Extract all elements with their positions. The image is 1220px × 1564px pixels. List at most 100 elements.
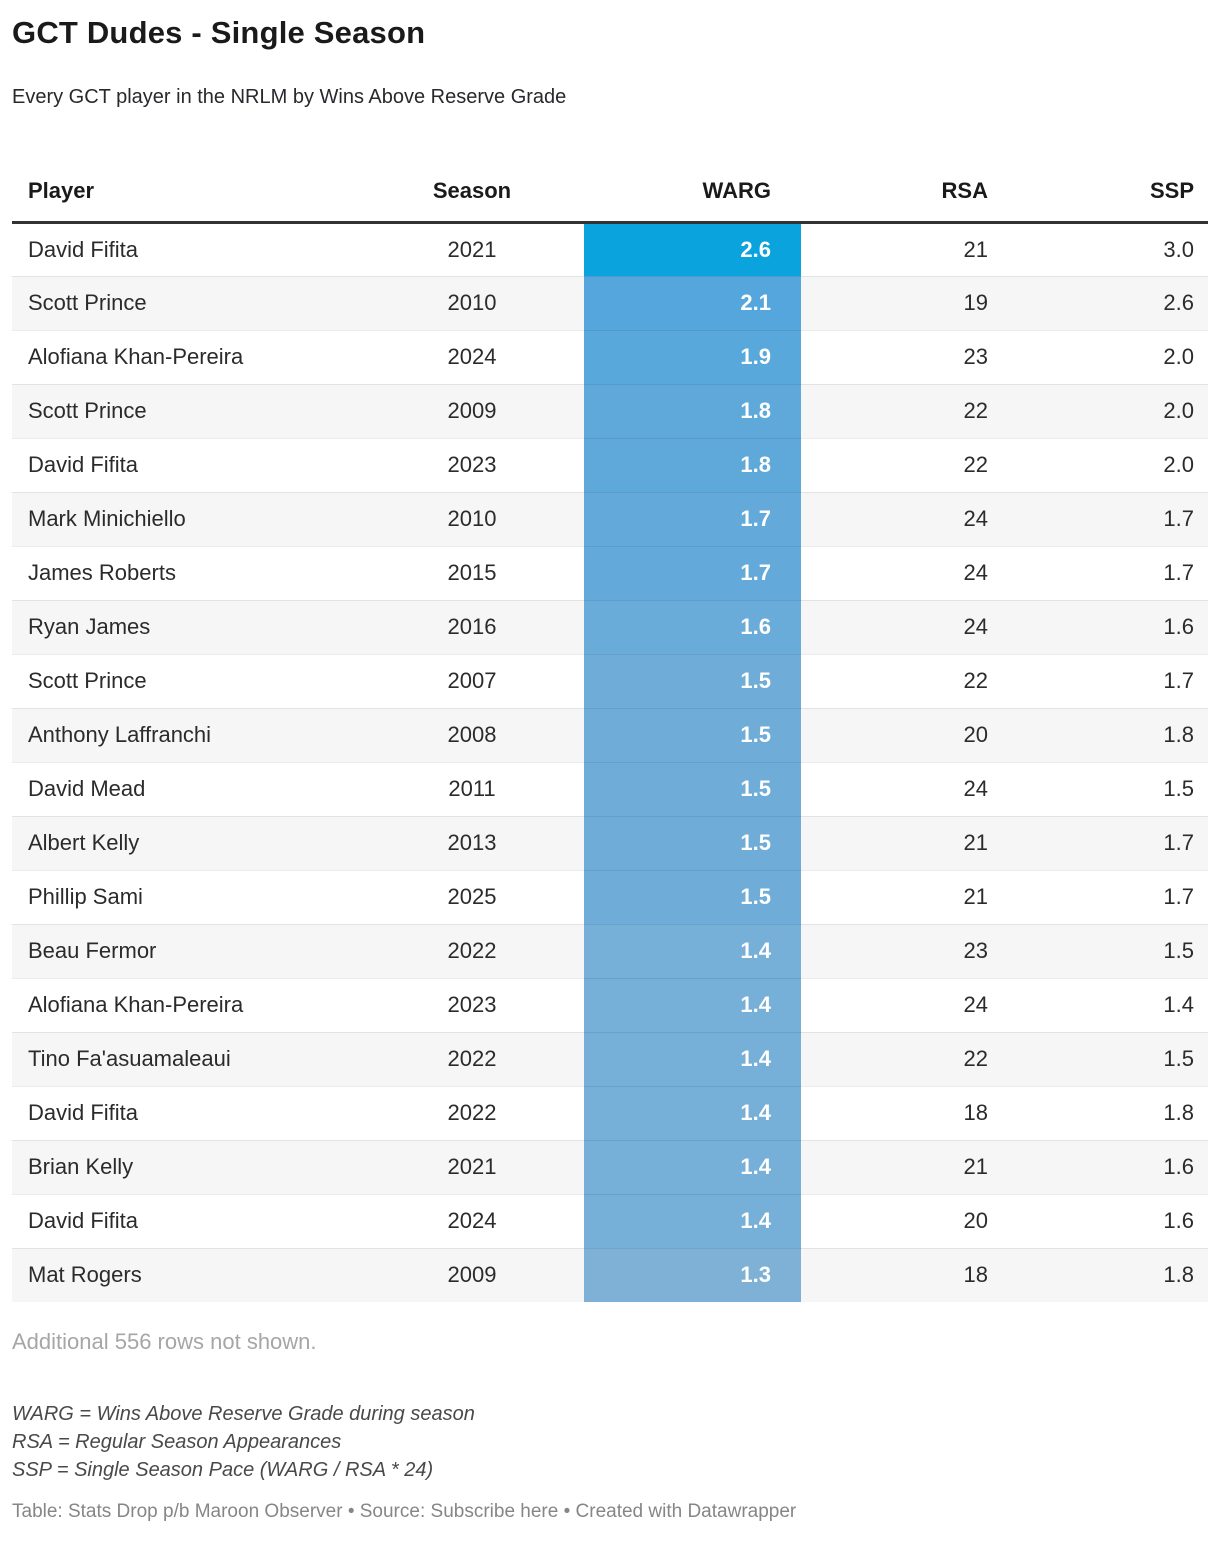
player-cell: Mark Minichiello — [12, 491, 360, 546]
rsa-cell: 22 — [801, 437, 1008, 492]
column-header-rsa[interactable]: RSA — [801, 159, 1008, 224]
rsa-cell: 19 — [801, 275, 1008, 330]
warg-cell: 1.3 — [584, 1247, 801, 1302]
season-cell: 2007 — [360, 653, 584, 708]
player-cell: David Fifita — [12, 1085, 360, 1140]
warg-cell: 1.4 — [584, 1139, 801, 1194]
warg-cell: 1.7 — [584, 491, 801, 546]
table-row: Brian Kelly 2021 1.4 21 1.6 — [12, 1139, 1208, 1194]
season-cell: 2016 — [360, 599, 584, 654]
season-cell: 2021 — [360, 1139, 584, 1194]
table-row: David Mead 2011 1.5 24 1.5 — [12, 761, 1208, 816]
player-cell: Tino Fa'asuamaleaui — [12, 1031, 360, 1086]
warg-cell: 1.8 — [584, 383, 801, 438]
table-row: David Fifita 2021 2.6 21 3.0 — [12, 221, 1208, 276]
warg-cell: 1.4 — [584, 1193, 801, 1248]
warg-cell: 2.6 — [584, 221, 801, 276]
rsa-cell: 21 — [801, 1139, 1008, 1194]
ssp-cell: 1.7 — [1008, 491, 1208, 546]
warg-cell: 2.1 — [584, 275, 801, 330]
season-cell: 2022 — [360, 1085, 584, 1140]
attribution: Table: Stats Drop p/b Maroon Observer • … — [12, 1500, 1208, 1524]
season-cell: 2024 — [360, 1193, 584, 1248]
table-row: Alofiana Khan-Pereira 2024 1.9 23 2.0 — [12, 329, 1208, 384]
warg-cell: 1.7 — [584, 545, 801, 600]
season-cell: 2025 — [360, 869, 584, 924]
ssp-cell: 1.7 — [1008, 869, 1208, 924]
rsa-cell: 22 — [801, 383, 1008, 438]
table-row: Tino Fa'asuamaleaui 2022 1.4 22 1.5 — [12, 1031, 1208, 1086]
ssp-cell: 1.7 — [1008, 545, 1208, 600]
rsa-cell: 20 — [801, 707, 1008, 762]
ssp-cell: 2.6 — [1008, 275, 1208, 330]
player-cell: Scott Prince — [12, 275, 360, 330]
ssp-cell: 1.5 — [1008, 923, 1208, 978]
column-header-season[interactable]: Season — [360, 159, 584, 224]
rsa-cell: 23 — [801, 329, 1008, 384]
warg-cell: 1.4 — [584, 977, 801, 1032]
page-title: GCT Dudes - Single Season — [12, 15, 426, 50]
ssp-cell: 2.0 — [1008, 329, 1208, 384]
player-cell: Scott Prince — [12, 653, 360, 708]
rsa-cell: 23 — [801, 923, 1008, 978]
page: GCT Dudes - Single Season Every GCT play… — [0, 14, 1220, 1564]
player-cell: Alofiana Khan-Pereira — [12, 329, 360, 384]
column-header-player[interactable]: Player — [12, 159, 360, 224]
season-cell: 2023 — [360, 437, 584, 492]
player-cell: Beau Fermor — [12, 923, 360, 978]
rsa-cell: 21 — [801, 221, 1008, 276]
table-row: Scott Prince 2009 1.8 22 2.0 — [12, 383, 1208, 438]
player-cell: David Fifita — [12, 221, 360, 276]
player-cell: Albert Kelly — [12, 815, 360, 870]
ssp-cell: 1.8 — [1008, 1085, 1208, 1140]
warg-cell: 1.5 — [584, 653, 801, 708]
table-row: Scott Prince 2007 1.5 22 1.7 — [12, 653, 1208, 708]
warg-cell: 1.5 — [584, 761, 801, 816]
table-row: Mark Minichiello 2010 1.7 24 1.7 — [12, 491, 1208, 546]
source-link[interactable]: Subscribe here — [430, 1501, 559, 1522]
player-cell: Mat Rogers — [12, 1247, 360, 1302]
table-row: Mat Rogers 2009 1.3 18 1.8 — [12, 1247, 1208, 1302]
warg-cell: 1.8 — [584, 437, 801, 492]
warg-cell: 1.5 — [584, 815, 801, 870]
column-header-ssp[interactable]: SSP — [1008, 159, 1208, 224]
season-cell: 2021 — [360, 221, 584, 276]
player-cell: Ryan James — [12, 599, 360, 654]
footnote-rsa: RSA = Regular Season Appearances — [12, 1431, 342, 1453]
table-row: Scott Prince 2010 2.1 19 2.6 — [12, 275, 1208, 330]
season-cell: 2008 — [360, 707, 584, 762]
ssp-cell: 1.4 — [1008, 977, 1208, 1032]
rsa-cell: 24 — [801, 599, 1008, 654]
warg-cell: 1.5 — [584, 707, 801, 762]
column-header-warg[interactable]: WARG — [584, 159, 801, 224]
rsa-cell: 21 — [801, 815, 1008, 870]
table-row: James Roberts 2015 1.7 24 1.7 — [12, 545, 1208, 600]
player-cell: Brian Kelly — [12, 1139, 360, 1194]
rsa-cell: 24 — [801, 977, 1008, 1032]
warg-cell: 1.4 — [584, 1031, 801, 1086]
warg-cell: 1.4 — [584, 1085, 801, 1140]
season-cell: 2013 — [360, 815, 584, 870]
ssp-cell: 1.8 — [1008, 707, 1208, 762]
season-cell: 2022 — [360, 1031, 584, 1086]
player-cell: Phillip Sami — [12, 869, 360, 924]
table-header: Player Season WARG RSA SSP — [12, 159, 1208, 224]
footnotes: WARG = Wins Above Reserve Grade during s… — [12, 1400, 1208, 1484]
season-cell: 2024 — [360, 329, 584, 384]
player-cell: Scott Prince — [12, 383, 360, 438]
warg-cell: 1.9 — [584, 329, 801, 384]
season-cell: 2009 — [360, 383, 584, 438]
season-cell: 2010 — [360, 275, 584, 330]
rsa-cell: 24 — [801, 545, 1008, 600]
table-body: David Fifita 2021 2.6 21 3.0 Scott Prince 2010… — [12, 221, 1208, 1302]
player-cell: Anthony Laffranchi — [12, 707, 360, 762]
season-cell: 2009 — [360, 1247, 584, 1302]
attribution-suffix: • Created with Datawrapper — [558, 1501, 797, 1522]
warg-cell: 1.6 — [584, 599, 801, 654]
rsa-cell: 24 — [801, 491, 1008, 546]
ssp-cell: 1.6 — [1008, 599, 1208, 654]
warg-cell: 1.4 — [584, 923, 801, 978]
ssp-cell: 1.5 — [1008, 1031, 1208, 1086]
player-cell: David Fifita — [12, 1193, 360, 1248]
footnote-ssp: SSP = Single Season Pace (WARG / RSA * 2… — [12, 1459, 434, 1481]
